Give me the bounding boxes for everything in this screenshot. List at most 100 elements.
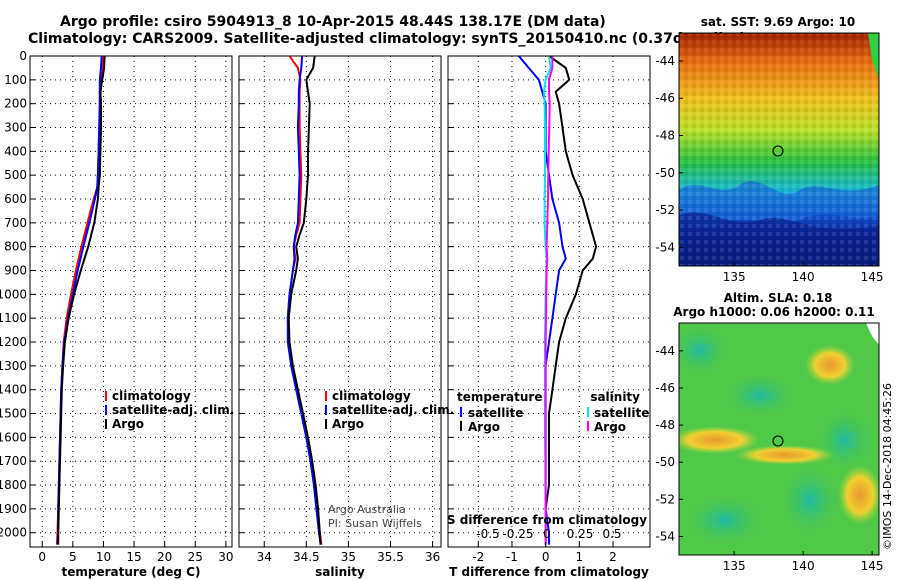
series-line-satellite-adj-clim- [286,55,322,545]
map-y-tick-label: -50 [655,166,675,180]
sla-high [735,445,835,465]
sla-map: Altim. SLA: 0.18 Argo h1000: 0.06 h2000:… [655,291,883,573]
map-x-tick-label: 145 [861,270,884,284]
y-tick-label: 1200 [0,335,27,349]
map-y-tick-label: -50 [655,455,675,469]
plot-frame [447,55,651,548]
credit-text: Argo Australia [328,503,406,516]
x-tick-label: 20 [157,550,172,564]
map-y-tick-label: -54 [655,240,675,254]
map-y-tick-label: -44 [655,344,675,358]
map-y-tick-label: -52 [655,203,675,217]
legend-title-salinity: salinity [590,390,640,404]
x-axis-label: T difference from climatology [449,565,649,579]
legend-label: satellite [468,406,523,420]
y-tick-label: 2000 [0,526,27,540]
x-axis-label: temperature (deg C) [62,565,201,579]
sla-eddy [817,410,873,470]
sla-map-title-line1: Altim. SLA: 0.18 [724,291,833,305]
sla-eddy [679,325,730,375]
x-tick-label: 1 [575,550,583,564]
sla-coast [866,323,879,345]
sla-argo-marker [772,435,784,447]
x-tick-label: 0 [542,550,550,564]
map-y-tick-label: -54 [655,529,675,543]
plot-frame [238,55,442,548]
series-line-temperature-argo [544,55,598,545]
series-line-argo [57,55,106,545]
sst-argo-marker [772,145,784,157]
sla-high [838,465,879,525]
legend-label: satellite-adj. clim. [332,403,454,417]
legend-label: Argo [468,420,500,434]
top-tick-label: -0.25 [502,527,533,541]
x-tick-label: 15 [126,550,141,564]
legend-label: satellite [594,406,649,420]
map-x-tick-label: 135 [723,270,746,284]
credit-text: PI: Susan Wijffels [328,517,422,530]
header-line2: Climatology: CARS2009. Satellite-adjuste… [28,31,746,47]
series-line-satellite-adj-clim- [56,55,103,545]
map-x-tick-label: 140 [792,270,815,284]
y-tick-label: 700 [4,216,27,230]
x-tick-label: -1 [506,550,518,564]
y-tick-label: 1100 [0,311,27,325]
sst-coast [868,33,879,80]
map-y-tick-label: -48 [655,418,675,432]
y-tick-label: 1700 [0,454,27,468]
map-x-tick-label: 145 [861,559,884,573]
legend-label: Argo [594,420,626,434]
y-tick-label: 1800 [0,478,27,492]
y-tick-label: 900 [4,264,27,278]
legend-title-temperature: temperature [457,390,542,404]
x-tick-label: 34 [257,550,272,564]
map-y-tick-label: -44 [655,54,675,68]
sst-map-title: sat. SST: 9.69 Argo: 10 [701,15,855,29]
x-tick-label: 34.5 [293,550,320,564]
legend-label: Argo [112,417,144,431]
y-tick-label: 1300 [0,359,27,373]
series-line-climatology [286,55,323,545]
map-y-tick-label: -46 [655,91,675,105]
series-line-argo [287,55,322,545]
map-y-tick-label: -52 [655,492,675,506]
sla-eddy [685,495,765,545]
sst-map-frame [678,32,880,267]
x-tick-label: 30 [218,550,233,564]
map-x-tick-label: 140 [792,559,815,573]
sla-high [805,345,855,385]
x-tick-label: 36 [425,550,440,564]
y-tick-label: 1900 [0,502,27,516]
header-line1: Argo profile: csiro 5904913_8 10-Apr-201… [60,14,606,30]
top-tick-label: 0.5 [602,527,621,541]
legend-label: satellite-adj. clim. [112,403,234,417]
plot-frame [29,55,233,548]
x-tick-label: -2 [472,550,484,564]
x-tick-label: 2 [609,550,617,564]
series-line-temperature-satellite [517,55,567,545]
sla-map-frame [678,322,880,556]
legend-label: climatology [112,389,191,403]
copyright-label: ©IMOS 14-Dec-2018 04:45:26 [881,383,894,550]
sla-map-title-line2: Argo h1000: 0.06 h2000: 0.11 [673,305,874,319]
x-tick-label: 35.5 [377,550,404,564]
map-y-tick-label: -46 [655,381,675,395]
top-axis-label: S difference from climatology [447,513,647,527]
y-tick-label: 1000 [0,287,27,301]
x-axis-label: salinity [315,565,365,579]
y-tick-label: 1500 [0,407,27,421]
y-tick-label: 1600 [0,430,27,444]
top-tick-label: 0.25 [567,527,594,541]
difference-panel: -2 -1 0 1 2T difference from climatology temp… [447,55,651,579]
legend-label: climatology [332,389,411,403]
series-line-climatology [55,55,105,545]
y-tick-label: 800 [4,240,27,254]
y-tick-label: 100 [4,73,27,87]
y-tick-label: 500 [4,168,27,182]
y-tick-label: 300 [4,121,27,135]
y-tick-label: 600 [4,192,27,206]
sla-high [679,426,760,454]
top-tick-label: 0 [543,527,551,541]
series-line-salinity-argo [544,56,554,545]
